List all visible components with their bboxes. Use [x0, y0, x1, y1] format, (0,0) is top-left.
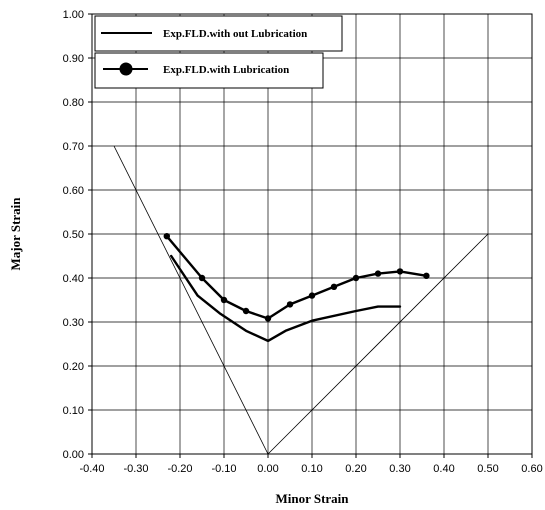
legend-label-series-1: Exp.FLD.with out Lubrication [163, 28, 307, 40]
legend-label-series-2: Exp.FLD.with Lubrication [163, 64, 289, 76]
series-2-point [242, 307, 250, 315]
x-axis-title: Minor Strain [275, 491, 349, 506]
y-tick-label: 0.50 [63, 229, 84, 241]
y-axis-title: Major Strain [8, 197, 23, 271]
reference-line [267, 233, 489, 455]
x-tick-label: 0.00 [257, 463, 278, 475]
legend-marker-series-2 [119, 62, 133, 76]
x-tick-label: -0.20 [167, 463, 192, 475]
y-tick-label: 0.40 [63, 273, 84, 285]
series-2-point [220, 296, 228, 304]
series-2-point [396, 268, 404, 275]
x-tick-label: -0.30 [123, 463, 148, 475]
y-tick-label: 0.90 [63, 53, 84, 65]
reference-line [113, 145, 269, 455]
legend: Exp.FLD.with out Lubrication Exp.FLD.wit… [94, 15, 343, 89]
series-2-point [374, 270, 382, 277]
y-tick-label: 0.30 [63, 317, 84, 329]
series-2-point [352, 274, 360, 282]
series-1-line [169, 254, 402, 343]
x-tick-label: 0.40 [433, 463, 454, 475]
series-2-point [286, 301, 294, 308]
series-2-point [330, 283, 338, 290]
reference-lines [113, 145, 489, 455]
series-2-point [423, 272, 430, 279]
series-2-point [308, 292, 316, 299]
series-2-line [165, 234, 428, 320]
series-2-point [198, 274, 206, 282]
x-tick-label: 0.10 [301, 463, 322, 475]
y-tick-label: 0.60 [63, 185, 84, 197]
x-tick-label: 0.30 [389, 463, 410, 475]
x-tick-label: -0.10 [211, 463, 236, 475]
plot-frame [91, 13, 533, 455]
x-tick-label: 0.20 [345, 463, 366, 475]
y-tick-label: 0.10 [63, 405, 84, 417]
x-tick-label: 0.60 [521, 463, 542, 475]
y-tick-label: 0.00 [63, 449, 84, 461]
y-tick-label: 0.20 [63, 361, 84, 373]
y-tick-labels: 0.00 0.10 0.20 0.30 0.40 0.50 0.60 0.70 0.80 0.90… [63, 9, 84, 461]
series-2-point [264, 315, 272, 322]
series-2-point [163, 233, 170, 240]
x-tick-labels: -0.40 -0.30 -0.20 -0.10 0.00 0.10 0.20 0.30 0.40… [79, 463, 542, 475]
y-tick-label: 0.80 [63, 97, 84, 109]
legend-box-series-2 [94, 52, 324, 89]
data-series [163, 233, 430, 343]
y-tick-label: 0.70 [63, 141, 84, 153]
y-tick-label: 1.00 [63, 9, 84, 21]
x-tick-label: 0.50 [477, 463, 498, 475]
x-tick-label: -0.40 [79, 463, 104, 475]
